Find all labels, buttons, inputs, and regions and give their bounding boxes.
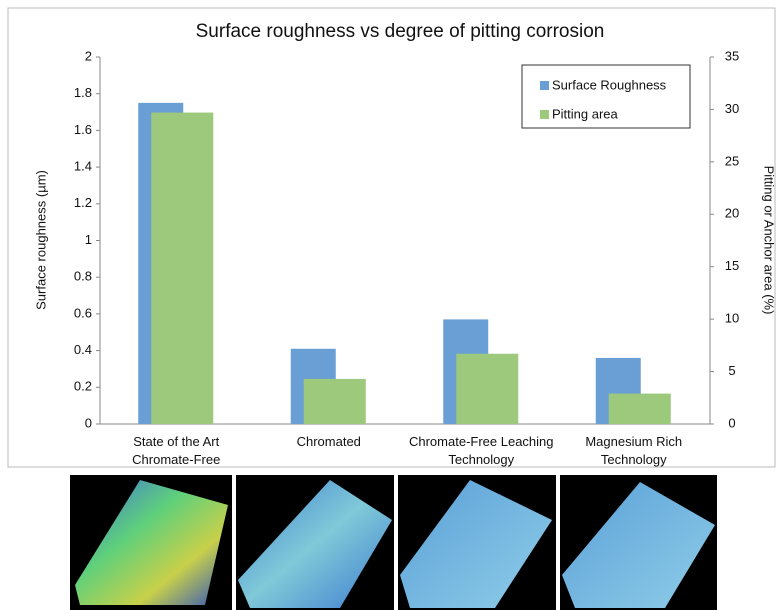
y-axis-label: Surface roughness (µm) — [33, 170, 48, 310]
page: {"chart_data": {"type": "bar", "title": … — [0, 0, 782, 610]
y-tick-label: 1.6 — [74, 122, 92, 137]
y2-tick-label: 25 — [725, 153, 739, 168]
x-tick-label: Chromated — [249, 433, 409, 451]
y2-tick-label: 15 — [725, 258, 739, 273]
legend-label: Pitting area — [552, 106, 619, 121]
y-tick-label: 0.4 — [74, 342, 92, 357]
x-tick-label: Chromate-Free Leaching Technology — [401, 433, 561, 469]
chart: Surface roughness vs degree of pitting c… — [0, 0, 782, 610]
legend-swatch — [540, 81, 549, 90]
bar — [304, 379, 366, 424]
y2-tick-label: 0 — [728, 415, 735, 430]
y-tick-label: 0.8 — [74, 269, 92, 284]
chart-title: Surface roughness vs degree of pitting c… — [196, 21, 605, 42]
y-tick-label: 0.2 — [74, 379, 92, 394]
y2-tick-label: 20 — [725, 206, 739, 221]
bar — [456, 354, 518, 424]
y-tick-label: 1.8 — [74, 85, 92, 100]
y-tick-label: 1.2 — [74, 195, 92, 210]
y-tick-label: 0.6 — [74, 305, 92, 320]
x-tick-label: State of the Art Chromate-Free — [96, 433, 256, 469]
y2-tick-label: 35 — [725, 48, 739, 63]
y-tick-label: 1 — [85, 232, 92, 247]
y-tick-label: 2 — [85, 48, 92, 63]
bar — [609, 394, 671, 424]
legend: Surface Roughness Pitting area — [522, 65, 690, 128]
y2-tick-label: 30 — [725, 101, 739, 116]
legend-swatch — [540, 110, 549, 119]
y2-tick-label: 5 — [728, 363, 735, 378]
y2-axis-label: Pitting or Anchor area (%) — [762, 166, 777, 315]
photos — [70, 475, 717, 610]
y-tick-label: 0 — [85, 415, 92, 430]
x-tick-label: Magnesium Rich Technology — [554, 433, 714, 469]
bar — [151, 113, 213, 424]
legend-label: Surface Roughness — [552, 77, 667, 92]
y-tick-label: 1.4 — [74, 159, 92, 174]
y2-tick-label: 10 — [725, 311, 739, 326]
